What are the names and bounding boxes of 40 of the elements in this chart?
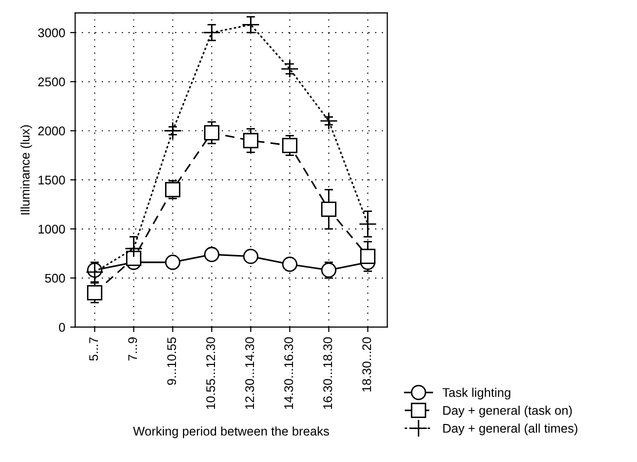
x-tick-label: 7...9: [128, 337, 138, 360]
point: [280, 60, 299, 78]
x-tick-label: 10.55...12.30: [206, 337, 216, 409]
x-tick-label: 14.30...16.30: [284, 337, 294, 409]
legend-label: Task lighting: [442, 388, 510, 400]
point: [321, 262, 336, 278]
x-tick-label: 12.30...14.30: [245, 337, 254, 409]
x-tick-label: 5...7: [89, 337, 98, 361]
y-tick-label: 1000: [38, 224, 65, 234]
point: [204, 246, 220, 262]
point: [202, 24, 221, 42]
x-axis-title: Working period between the breaks: [133, 426, 329, 438]
point: [358, 214, 377, 234]
point: [321, 202, 336, 217]
y-tick-label: 3000: [38, 28, 65, 38]
point: [165, 182, 180, 198]
x-tick-label: 9...10.55: [167, 337, 176, 385]
legend-label: Day + general (all times): [443, 424, 578, 436]
point: [243, 132, 258, 148]
y-axis-title: Illuminance (lux): [20, 125, 32, 214]
point: [282, 138, 298, 154]
point: [204, 125, 220, 140]
legend-label: Day + general (task on): [443, 406, 572, 418]
point: [124, 240, 143, 258]
y-tick-label: 0: [58, 322, 65, 332]
x-tick-label: 16.30...18.30: [323, 337, 332, 409]
point: [360, 248, 376, 264]
point: [165, 254, 180, 270]
point: [243, 248, 258, 264]
point: [164, 122, 182, 140]
point: [87, 285, 102, 300]
point: [282, 256, 298, 272]
point: [242, 16, 260, 34]
point: [126, 250, 142, 266]
point: [320, 112, 338, 130]
y-tick-label: 2000: [38, 126, 65, 136]
x-tick-label: 18.30...20: [362, 337, 372, 392]
y-tick-label: 500: [45, 274, 65, 283]
y-tick-label: 1500: [38, 176, 65, 184]
y-tick-label: 2500: [38, 77, 65, 86]
